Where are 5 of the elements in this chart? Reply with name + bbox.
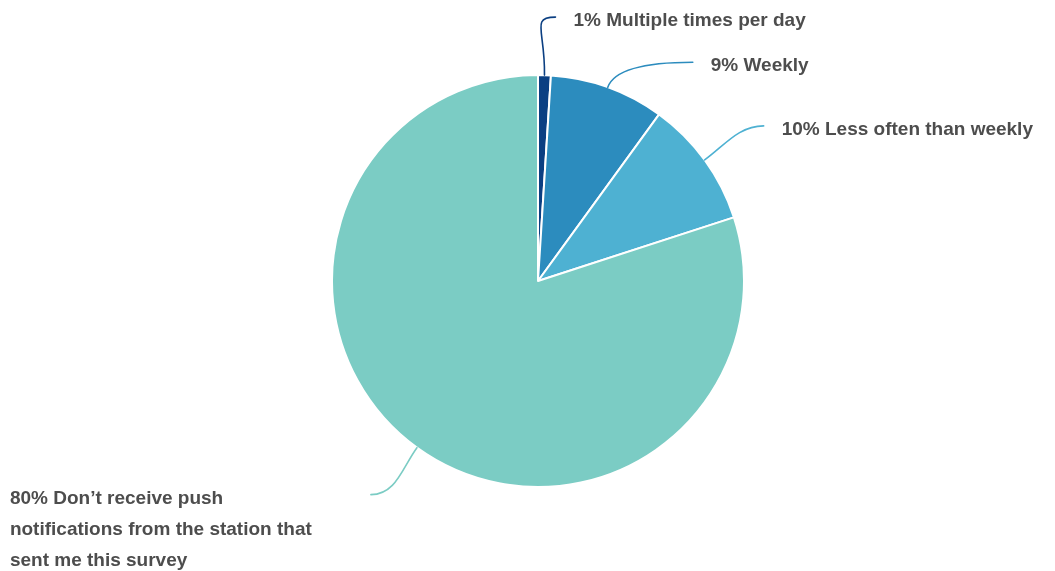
slice-label: 1% Multiple times per day (573, 8, 807, 30)
slice-label: 9% Weekly (710, 53, 810, 75)
pie-slice (331, 74, 745, 488)
slice-label: 10% Less often than weekly (781, 117, 1034, 139)
slice-label: 80% Don’t receive push notifications from the station that sent me this survey (9, 486, 313, 570)
